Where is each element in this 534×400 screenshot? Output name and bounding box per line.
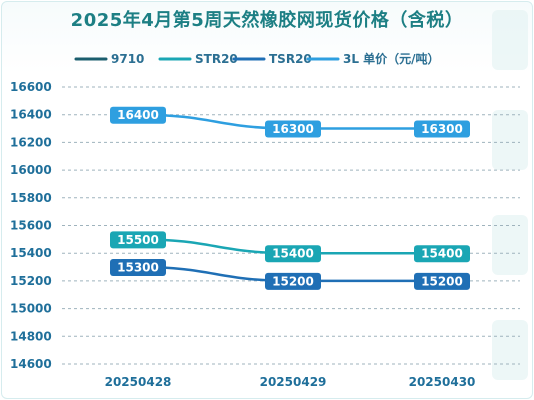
y-tick-label: 15800 [10, 191, 52, 205]
data-label: 15200 [421, 274, 463, 288]
y-tick-label: 16600 [10, 80, 52, 94]
data-label-box [414, 272, 470, 290]
legend-label: STR20 [195, 52, 238, 66]
y-tick-label: 15400 [10, 246, 52, 260]
data-label: 15300 [117, 261, 159, 275]
y-tick-label: 15000 [10, 302, 52, 316]
y-tick-label: 15200 [10, 274, 52, 288]
data-label: 16300 [272, 122, 314, 136]
chart-title: 2025年4月第5周天然橡胶网现货价格（含税） [70, 10, 464, 31]
y-tick-label: 16000 [10, 163, 52, 177]
data-label-box [265, 272, 321, 290]
y-tick-label: 16200 [10, 135, 52, 149]
data-label: 16300 [421, 122, 463, 136]
x-tick-label: 20250430 [409, 375, 476, 389]
y-tick-label: 16400 [10, 108, 52, 122]
x-tick-label: 20250429 [260, 375, 327, 389]
data-label-box [110, 106, 166, 124]
y-tick-label: 14600 [10, 357, 52, 371]
data-label: 15400 [272, 247, 314, 261]
y-tick-label: 15600 [10, 219, 52, 233]
data-label: 15500 [117, 233, 159, 247]
data-label-box [265, 120, 321, 138]
watermark-logo [492, 10, 528, 70]
watermark-logo [492, 215, 528, 275]
legend-label: 9710 [111, 52, 144, 66]
data-labels: 15500 15400 15400 15300 15200 15200 16400 16300… [110, 106, 470, 290]
legend: 9710 STR20 TSR20 3L 单价（元/吨） [74, 51, 440, 66]
data-label: 15400 [421, 247, 463, 261]
x-axis-ticks: 20250428 20250429 20250430 [105, 375, 476, 389]
data-label-box [110, 259, 166, 277]
legend-label: TSR20 [269, 52, 312, 66]
data-label: 16400 [117, 108, 159, 122]
data-label-box [414, 245, 470, 263]
data-label-box [110, 231, 166, 249]
watermark-logo [492, 110, 528, 170]
data-label: 15200 [272, 274, 314, 288]
data-label-box [265, 245, 321, 263]
legend-label: 3L 单价（元/吨） [343, 51, 440, 66]
watermark-logo [492, 320, 528, 380]
x-tick-label: 20250428 [105, 375, 172, 389]
y-tick-label: 14800 [10, 329, 52, 343]
data-label-box [414, 120, 470, 138]
y-axis-ticks: 14600 14800 15000 15200 15400 15600 15800 16000… [10, 80, 52, 371]
